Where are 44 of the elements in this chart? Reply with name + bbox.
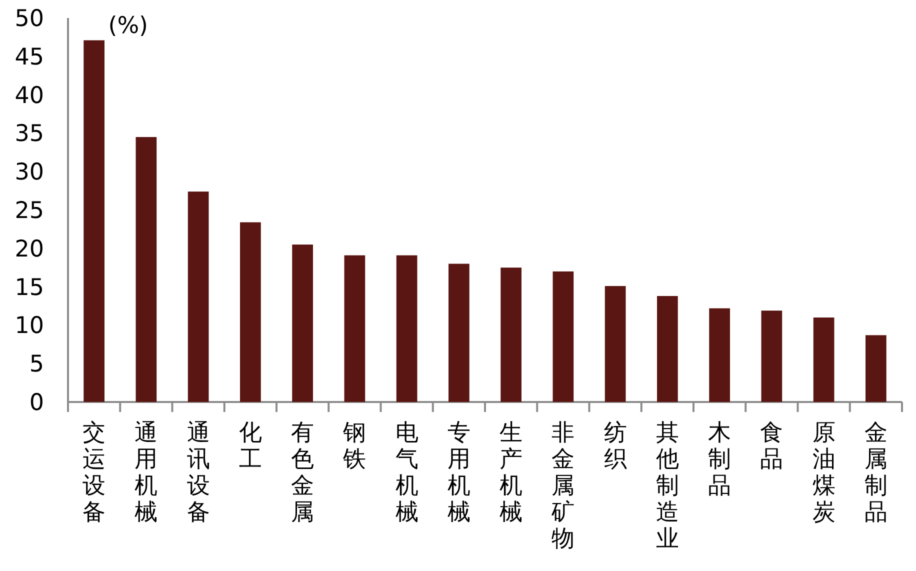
y-tick-label: 30: [14, 160, 44, 186]
x-tick-label: 交运设备: [82, 420, 106, 526]
x-tick-label: 生产机械: [500, 420, 523, 526]
y-axis-title: (%): [108, 13, 148, 39]
y-tick-label: 45: [14, 44, 44, 70]
bar: [866, 335, 886, 402]
y-tick-label: 35: [14, 121, 44, 148]
bar: [552, 271, 574, 402]
bar: [84, 40, 104, 402]
x-tick-label: 其他制造业: [656, 420, 679, 552]
bar: [188, 192, 209, 402]
bar: [761, 310, 782, 402]
x-tick-label: 非金属矿物: [550, 420, 575, 552]
y-tick-label: 25: [14, 198, 44, 224]
y-tick-label: 40: [14, 82, 44, 109]
x-tick-label: 金属制品: [864, 420, 888, 526]
bar: [396, 255, 418, 402]
x-tick-label: 食品: [760, 420, 784, 472]
bar: [604, 286, 626, 402]
y-tick-label: 15: [14, 274, 44, 301]
x-tick-label: 专用机械: [447, 420, 470, 526]
bar: [709, 308, 730, 402]
y-tick-label: 50: [14, 6, 44, 32]
x-tick-label: 纺织: [604, 420, 627, 472]
x-tick-label: 原油煤炭: [812, 420, 836, 526]
x-tick-label: 有色金属: [291, 420, 314, 526]
y-tick-label: 20: [14, 236, 44, 262]
x-tick-label: 通讯设备: [186, 420, 210, 526]
bar: [344, 255, 366, 402]
y-tick-label: 5: [29, 352, 44, 378]
x-tick-label: 木制品: [708, 420, 732, 499]
bar: [448, 264, 470, 402]
bar: [657, 296, 678, 402]
bar: [292, 244, 313, 402]
x-tick-label: 化工: [238, 420, 262, 472]
y-tick-label: 0: [29, 390, 44, 416]
bar: [240, 222, 261, 402]
bar: [813, 318, 834, 402]
x-tick-label: 通用机械: [134, 420, 158, 526]
x-tick-label: 电气机械: [395, 420, 418, 526]
bar: [136, 137, 157, 402]
y-tick-label: 10: [14, 313, 44, 340]
bar: [500, 268, 522, 402]
x-tick-label: 钢铁: [342, 420, 366, 472]
